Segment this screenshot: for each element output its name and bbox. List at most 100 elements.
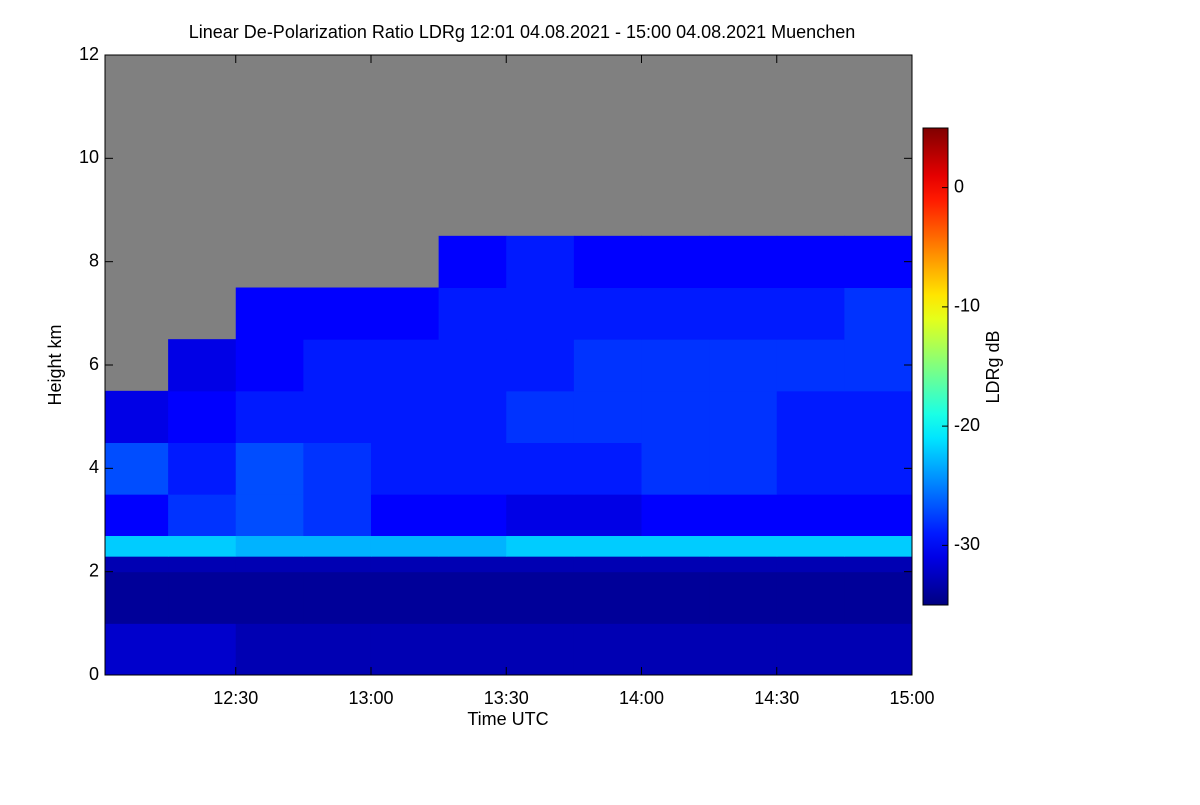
- heatmap-cell: [235, 535, 304, 557]
- heatmap-cell: [438, 623, 507, 676]
- y-axis-label: Height km: [45, 324, 65, 405]
- heatmap-cell: [641, 287, 710, 340]
- heatmap-cell: [168, 494, 237, 536]
- colorbar-tick-label: 0: [954, 176, 964, 196]
- heatmap-cell: [370, 339, 440, 392]
- colorbar-label: LDRg dB: [983, 330, 1003, 403]
- heatmap-cell: [844, 442, 913, 495]
- heatmap-cell: [573, 390, 642, 443]
- heatmap-cell: [709, 494, 778, 536]
- heatmap-cell: [506, 623, 575, 676]
- heatmap-cell: [105, 556, 169, 573]
- y-tick-label: 4: [89, 457, 99, 477]
- heatmap-cell: [370, 390, 440, 443]
- heatmap-cell: [168, 535, 237, 557]
- heatmap-cell: [168, 556, 237, 573]
- heatmap-cell: [105, 494, 169, 536]
- heatmap-cell: [303, 339, 372, 392]
- heatmap-cell: [641, 235, 710, 288]
- heatmap-cell: [573, 556, 642, 573]
- heatmap-cell: [573, 235, 642, 288]
- heatmap-cell: [776, 287, 845, 340]
- heatmap-cell: [709, 390, 778, 443]
- heatmap-cell: [641, 623, 710, 676]
- heatmap-cell: [844, 287, 913, 340]
- y-tick-label: 10: [79, 147, 99, 167]
- heatmap-cell: [370, 494, 440, 536]
- heatmap-cell: [438, 442, 507, 495]
- heatmap-cell: [168, 571, 237, 624]
- heatmap-cell: [438, 571, 507, 624]
- heatmap-cell: [844, 339, 913, 392]
- heatmap-cell: [303, 556, 372, 573]
- x-tick-label: 13:00: [348, 688, 393, 708]
- heatmap-cell: [235, 339, 304, 392]
- heatmap-cell: [506, 339, 575, 392]
- heatmap-cell: [303, 287, 372, 340]
- heatmap-cell: [438, 390, 507, 443]
- heatmap-cell: [438, 535, 507, 557]
- heatmap-cell: [573, 623, 642, 676]
- heatmap-cell: [573, 494, 642, 536]
- heatmap-cell: [105, 442, 169, 495]
- heatmap-cell: [370, 287, 440, 340]
- heatmap-cell: [105, 571, 169, 624]
- heatmap-cell: [303, 623, 372, 676]
- heatmap-cell: [235, 494, 304, 536]
- heatmap-cell: [641, 339, 710, 392]
- colorbar: [922, 127, 949, 606]
- heatmap-cell: [776, 235, 845, 288]
- heatmap-cell: [709, 535, 778, 557]
- heatmap-cell: [844, 623, 913, 676]
- heatmap-cell: [844, 535, 913, 557]
- heatmap-cell: [776, 390, 845, 443]
- heatmap-cell: [776, 623, 845, 676]
- x-tick-label: 15:00: [889, 688, 934, 708]
- heatmap-cell: [641, 442, 710, 495]
- heatmap-cell: [438, 556, 507, 573]
- heatmap-cell: [776, 442, 845, 495]
- heatmap-cell: [303, 442, 372, 495]
- heatmap-cell: [776, 339, 845, 392]
- heatmap-cell: [105, 390, 169, 443]
- x-tick-label: 13:30: [484, 688, 529, 708]
- colorbar-tick-label: -10: [954, 296, 980, 316]
- heatmap-cell: [370, 623, 440, 676]
- heatmap-cell: [776, 535, 845, 557]
- y-tick-label: 8: [89, 250, 99, 270]
- heatmap-cell: [168, 623, 237, 676]
- heatmap-cell: [641, 535, 710, 557]
- heatmap-cell: [438, 287, 507, 340]
- heatmap-cell: [506, 287, 575, 340]
- y-tick-label: 12: [79, 44, 99, 64]
- y-tick-label: 6: [89, 354, 99, 374]
- heatmap-cell: [105, 623, 169, 676]
- heatmap-cell: [235, 390, 304, 443]
- heatmap-cell: [709, 287, 778, 340]
- heatmap-cell: [370, 571, 440, 624]
- heatmap-cell: [573, 535, 642, 557]
- heatmap-cell: [573, 442, 642, 495]
- heatmap-cell: [776, 571, 845, 624]
- heatmap-cell: [506, 494, 575, 536]
- heatmap-cell: [709, 235, 778, 288]
- heatmap-cell: [370, 442, 440, 495]
- heatmap-cell: [235, 571, 304, 624]
- heatmap-cell: [438, 235, 507, 288]
- x-tick-label: 12:30: [213, 688, 258, 708]
- heatmap-cell: [235, 442, 304, 495]
- x-tick-label: 14:30: [754, 688, 799, 708]
- colorbar-tick-label: -20: [954, 415, 980, 435]
- chart-title: Linear De-Polarization Ratio LDRg 12:01 …: [189, 22, 855, 42]
- heatmap-cell: [303, 535, 372, 557]
- x-tick-label: 14:00: [619, 688, 664, 708]
- heatmap-cell: [235, 623, 304, 676]
- heatmap-cell: [370, 535, 440, 557]
- heatmap-cell: [641, 556, 710, 573]
- heatmap-cell: [168, 339, 237, 392]
- heatmap-cell: [844, 556, 913, 573]
- heatmap-cell: [573, 339, 642, 392]
- heatmap-cell: [303, 390, 372, 443]
- y-tick-label: 2: [89, 560, 99, 580]
